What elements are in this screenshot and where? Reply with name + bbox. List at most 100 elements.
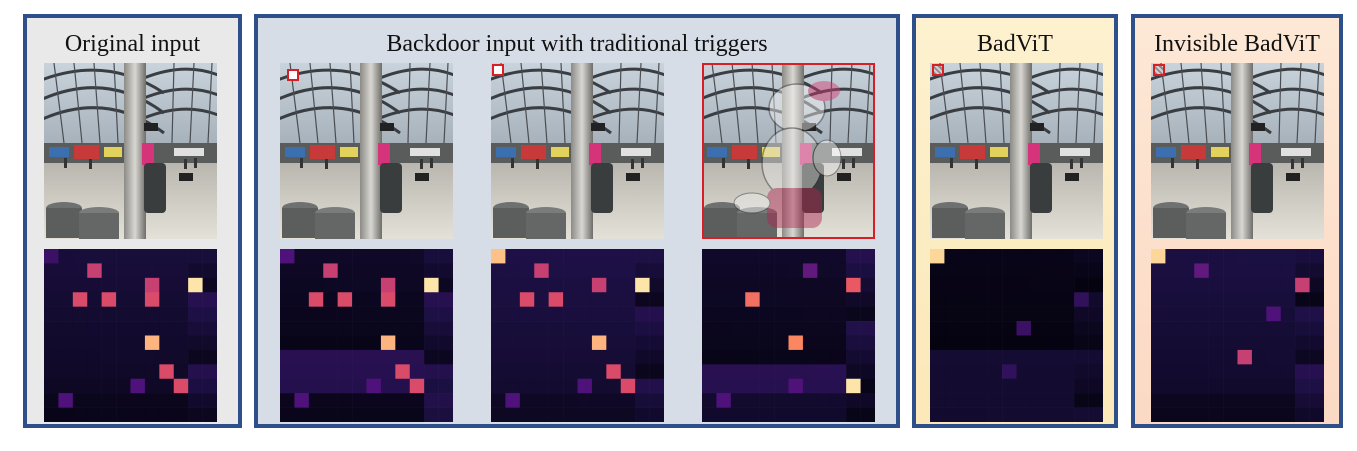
heatmap-cell (87, 378, 102, 394)
heatmap-cell (491, 321, 506, 336)
heatmap-cell (831, 263, 847, 279)
heatmap-cell (930, 306, 945, 322)
heatmap-cell (116, 349, 131, 365)
heatmap-cell (44, 349, 59, 365)
heatmap-cell (1016, 263, 1032, 279)
heatmap-cell (337, 249, 353, 264)
heatmap-cell (1223, 393, 1238, 408)
heatmap-cell (1045, 378, 1061, 394)
heatmap-cell (159, 364, 175, 380)
heatmap-cell (173, 292, 189, 307)
heatmap-cell (101, 335, 117, 351)
heatmap-cell (202, 349, 217, 365)
heatmap-cell (87, 364, 102, 380)
heatmap-cell (716, 378, 732, 394)
heatmap-cell (116, 393, 131, 408)
heatmap-cell (188, 393, 203, 408)
heatmap-cell (58, 378, 74, 394)
heatmap-cell (1151, 407, 1166, 422)
heatmap-cell (58, 335, 74, 351)
heatmap-cell (1088, 378, 1103, 394)
heatmap-cell (438, 349, 453, 365)
heatmap-cell (606, 335, 622, 351)
heatmap-cell (930, 249, 945, 264)
heatmap-cell (973, 349, 988, 365)
heatmap-cell (745, 407, 760, 422)
heatmap-cell (188, 378, 203, 394)
heatmap-cell (831, 292, 847, 307)
heatmap-cell (352, 321, 367, 336)
heatmap-cell (817, 292, 833, 307)
heatmap-cell (72, 306, 88, 322)
heatmap-cell (846, 378, 861, 394)
heatmap-cell (323, 393, 338, 408)
heatmap-cell (846, 292, 861, 307)
heatmap-cell (958, 349, 974, 365)
heatmap-cell (280, 263, 295, 279)
heatmap-cell (294, 335, 310, 351)
heatmap-cell (577, 335, 593, 351)
heatmap-cell (620, 321, 636, 336)
heatmap-cell (202, 306, 217, 322)
heatmap-cell (130, 335, 146, 351)
heatmap-cell (159, 321, 175, 336)
heatmap-cell (438, 393, 453, 408)
heatmap-cell (1223, 306, 1238, 322)
heatmap-cell (294, 292, 310, 307)
heatmap-cell (745, 277, 760, 293)
heatmap-cell (294, 263, 310, 279)
heatmap-cell (337, 349, 353, 365)
heatmap-cell (438, 263, 453, 279)
heatmap-cell (1266, 321, 1282, 336)
heatmap-cell (1309, 306, 1324, 322)
heatmap-cell (1237, 407, 1253, 422)
heatmap-cell (1237, 349, 1253, 365)
heatmap-cell (1016, 393, 1032, 408)
heatmap-cell (1016, 364, 1032, 380)
heatmap-cell (548, 364, 564, 380)
heatmap-cell (1237, 393, 1253, 408)
heatmap-cell (352, 393, 367, 408)
heatmap-cell (173, 335, 189, 351)
heatmap-cell (202, 249, 217, 264)
heatmap-cell (759, 321, 775, 336)
heatmap-cell (930, 335, 945, 351)
heatmap-cell (973, 393, 988, 408)
heatmap-cell (159, 292, 175, 307)
heatmap-cell (323, 277, 338, 293)
heatmap-cell (519, 378, 535, 394)
heatmap-cell (159, 378, 175, 394)
heatmap-cell (116, 364, 131, 380)
traditional-triggers-panel: Backdoor input with traditional triggers (254, 14, 900, 428)
heatmap-cell (831, 393, 847, 408)
heatmap-cell (116, 277, 131, 293)
heatmap-cell (1223, 249, 1238, 264)
heatmap-cell (188, 277, 203, 293)
heatmap-cell (1295, 277, 1310, 293)
heatmap-cell (973, 263, 988, 279)
heatmap-cell (294, 306, 310, 322)
heatmap-cell (745, 292, 760, 307)
heatmap-cell (72, 393, 88, 408)
heatmap-cell (591, 349, 607, 365)
heatmap-cell (649, 407, 664, 422)
heatmap-cell (745, 263, 760, 279)
heatmap-cell (1266, 364, 1282, 380)
heatmap-cell (817, 321, 833, 336)
heatmap-cell (930, 349, 945, 365)
heatmap-cell (548, 292, 564, 307)
train-station-photo (44, 63, 217, 239)
heatmap-cell (395, 364, 411, 380)
heatmap-cell (438, 364, 453, 380)
heatmap-cell (280, 321, 295, 336)
heatmap-cell (1151, 335, 1166, 351)
heatmap-cell (519, 249, 535, 264)
heatmap-cell (606, 349, 622, 365)
heatmap-cell (72, 249, 88, 264)
invisible-badvit-panel: Invisible BadViT (1131, 14, 1343, 428)
heatmap-cell (366, 393, 382, 408)
heatmap-cell (173, 321, 189, 336)
heatmap-cell (846, 249, 861, 264)
heatmap-cell (505, 393, 521, 408)
heatmap-cell (1194, 292, 1209, 307)
